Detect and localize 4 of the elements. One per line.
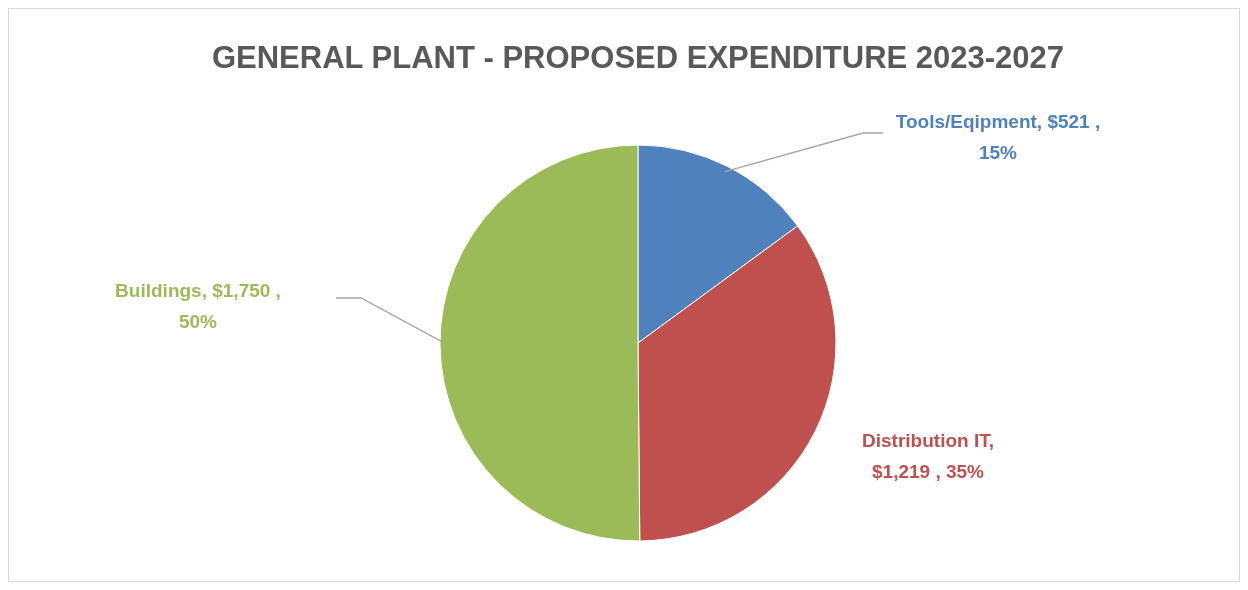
slice-label: Distribution IT, $1,219 , 35% bbox=[862, 430, 994, 482]
chart-title: GENERAL PLANT - PROPOSED EXPENDITURE 2023-2027 bbox=[211, 40, 1065, 75]
slice-label: Buildings, $1,750 , 50% bbox=[115, 280, 281, 332]
slice-label: Tools/Eqipment, $521 , 15% bbox=[895, 111, 1101, 163]
